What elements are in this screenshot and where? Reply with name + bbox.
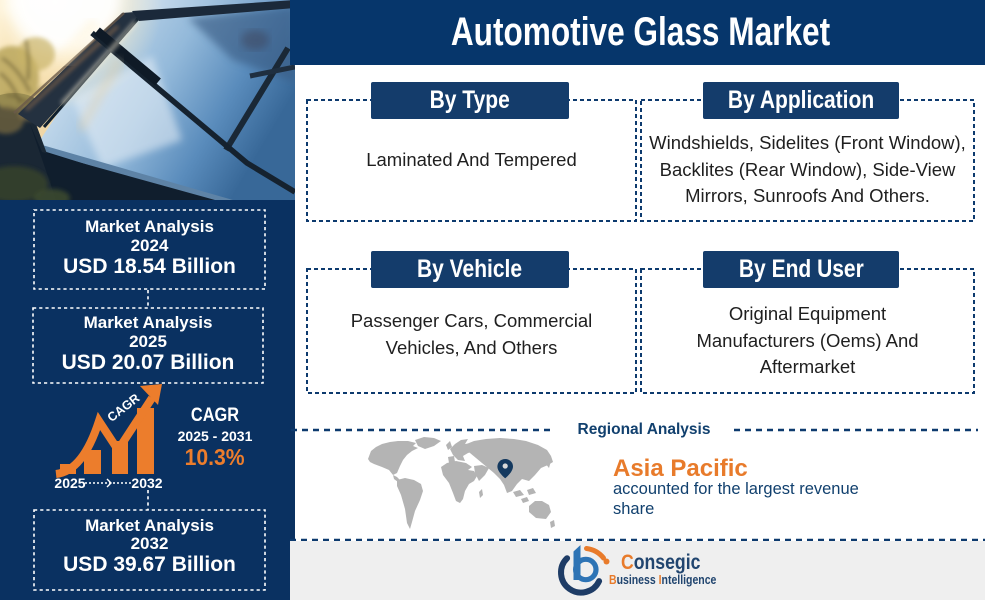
svg-text:2032: 2032 — [131, 475, 162, 491]
svg-text:2025: 2025 — [54, 475, 85, 491]
